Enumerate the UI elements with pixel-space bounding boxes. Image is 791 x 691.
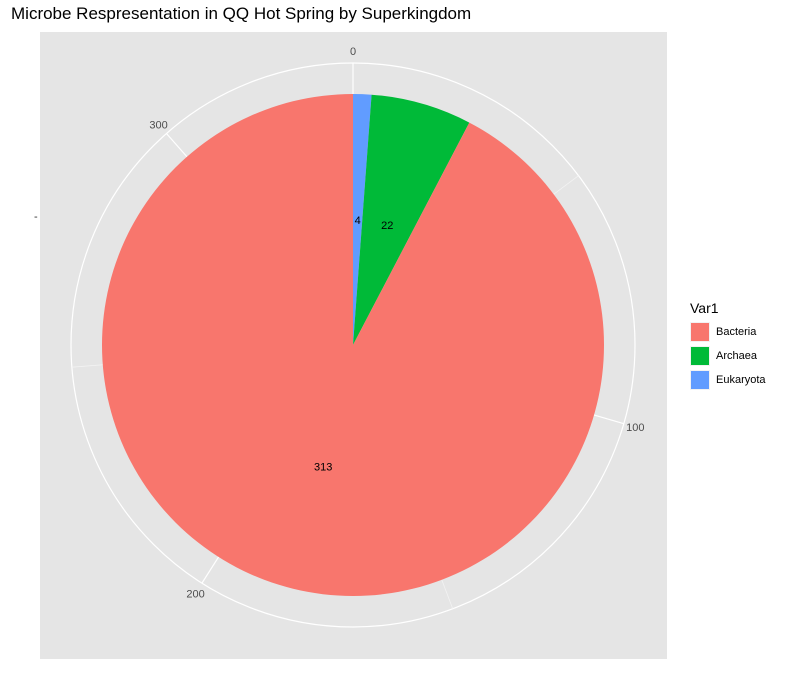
grid-line-minor — [440, 577, 454, 609]
grid-line-major — [166, 133, 189, 159]
legend-item-eukaryota: Eukaryota — [690, 368, 766, 392]
legend-item-bacteria: Bacteria — [690, 320, 766, 344]
legend-key-eukaryota — [690, 370, 710, 390]
grid-line-minor — [551, 175, 579, 196]
grid-line-minor — [71, 364, 105, 368]
theta-tick-label: 0 — [350, 46, 356, 58]
grid-line-major — [201, 554, 221, 584]
legend-label: Archaea — [716, 350, 757, 362]
slice-layer — [101, 94, 604, 596]
legend-label: Bacteria — [716, 326, 757, 338]
theta-tick-label: 200 — [186, 588, 204, 600]
pie-slice-archaea — [353, 94, 470, 345]
theta-tick-label: 100 — [626, 422, 644, 434]
data-label-eukaryota: 4 — [355, 215, 361, 227]
legend: Var1 Bacteria Archaea Eukaryota — [690, 300, 766, 392]
data-label-archaea: 22 — [381, 220, 393, 232]
pie-slice-eukaryota — [353, 94, 372, 345]
grid-layer — [70, 62, 636, 628]
tick-label-layer: 0 100 200 300 — [149, 46, 644, 600]
legend-key-bacteria — [690, 322, 710, 342]
legend-key-archaea — [690, 346, 710, 366]
chart-title: Microbe Respresentation in QQ Hot Spring… — [11, 4, 472, 23]
legend-item-archaea: Archaea — [690, 344, 766, 368]
legend-title: Var1 — [690, 300, 719, 316]
data-label-layer: 4 22 313 — [314, 215, 393, 473]
theta-tick-label: 300 — [149, 120, 167, 132]
grid-line-major — [591, 413, 624, 425]
pie-slice-bacteria — [101, 94, 604, 596]
legend-items: Bacteria Archaea Eukaryota — [690, 320, 766, 392]
legend-label: Eukaryota — [716, 374, 766, 386]
y-axis-tick-label: - — [34, 211, 38, 223]
data-label-bacteria: 313 — [314, 461, 332, 473]
